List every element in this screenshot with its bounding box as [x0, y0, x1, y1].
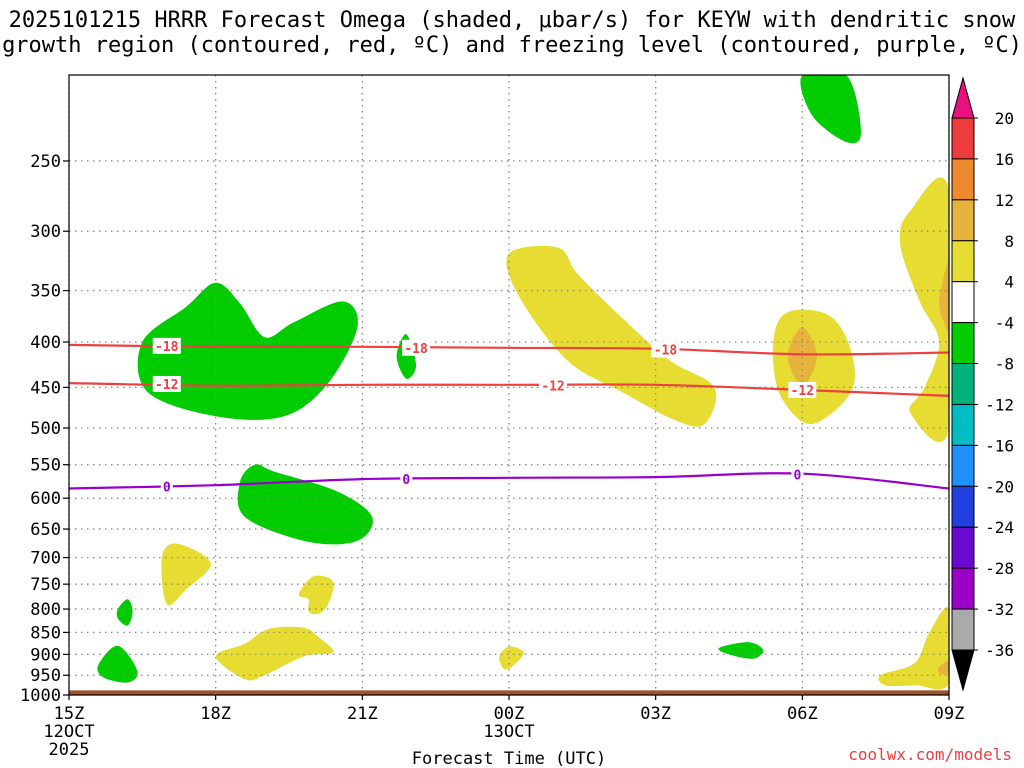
contour-label-freezing-level-0-6: 0	[163, 480, 171, 495]
upward-motion-19z-mid	[237, 464, 373, 545]
y-tick-label-1000: 1000	[20, 686, 61, 706]
upward-motion-07z-top	[800, 75, 861, 144]
upward-motion-15z-low	[116, 599, 133, 626]
sinking-motion-08z-low	[878, 607, 949, 690]
x-tick-label-18Z: 18Z	[200, 704, 231, 724]
omega-8-12-09z-low	[938, 660, 949, 675]
colorbar-label-12: -32	[985, 600, 1014, 619]
colorbar-label-1: 16	[995, 150, 1014, 169]
colorbar-bin-8-4	[951, 240, 975, 283]
contour-label-bg-4	[539, 377, 567, 394]
ground-surface	[69, 690, 949, 695]
sinking-motion-08z-right	[899, 177, 949, 443]
contour-label-freezing-level-0-7: 0	[402, 473, 410, 488]
y-tick-label-750: 750	[30, 575, 61, 595]
chart-title-line1: 2025101215 HRRR Forecast Omega (shaded, …	[9, 8, 1016, 33]
contour-label-dendritic-minus-18-1: -18	[404, 342, 428, 357]
contour-label-bg-1	[402, 339, 431, 356]
y-tick-label-400: 400	[30, 333, 61, 353]
contour-label-dendritic-minus-12-4: -12	[541, 380, 564, 395]
colorbar-bin-16-12	[951, 158, 975, 201]
y-tick-label-350: 350	[30, 282, 61, 302]
contour-label-dendritic-minus-12-3: -12	[155, 378, 178, 393]
colorbar-bin--32--36	[951, 608, 975, 651]
colorbar-bin-4--4	[951, 281, 975, 324]
colorbar-label-0: 20	[995, 109, 1014, 128]
x-tick-label-21Z: 21Z	[347, 704, 378, 724]
colorbar-label-11: -28	[985, 559, 1014, 578]
colorbar-label-7: -12	[985, 395, 1014, 414]
colorbar-bin--20--24	[951, 485, 975, 528]
x-tick-label-06Z: 06Z	[787, 704, 818, 724]
x-tick-label-03Z: 03Z	[640, 704, 671, 724]
y-tick-label-550: 550	[30, 456, 61, 476]
x-tick-date-00Z: 13OCT	[483, 722, 534, 742]
colorbar-label-9: -20	[985, 477, 1014, 496]
colorbar-bin-12-8	[951, 199, 975, 242]
x-tick-year-15Z: 2025	[49, 740, 90, 760]
contour-label-dendritic-minus-12-5: -12	[791, 384, 814, 399]
y-tick-label-800: 800	[30, 600, 61, 620]
colorbar-bottom-triangle	[951, 649, 975, 692]
contour-label-dendritic-minus-18-2: -18	[654, 344, 678, 359]
colorbar-bin--8--12	[951, 363, 975, 405]
colorbar-label-13: -36	[985, 641, 1014, 660]
y-tick-label-450: 450	[30, 378, 61, 398]
freezing-level-0-line	[68, 472, 950, 490]
upward-motion-16z-sfc	[97, 645, 138, 683]
dendritic-minus-18-line	[68, 343, 950, 356]
y-tick-label-650: 650	[30, 520, 61, 540]
colorbar: 20 16 12 8 4 -4 -8 -12 -16 -20 -24 -28 -32 -36	[951, 76, 1014, 692]
colorbar-bin--4--8	[951, 322, 975, 365]
colorbar-bin--24--28	[951, 526, 975, 569]
omega-8-12-09z-upper	[939, 261, 949, 332]
y-tick-label-250: 250	[30, 152, 61, 172]
y-tick-label-600: 600	[30, 489, 61, 509]
chart-title-line2: growth region (contoured, red, ºC) and f…	[2, 33, 1022, 58]
colorbar-label-2: 12	[995, 191, 1014, 210]
contour-label-bg-2	[651, 341, 680, 358]
omega-regions	[97, 75, 949, 690]
colorbar-label-8: -16	[985, 436, 1014, 455]
colorbar-label-10: -24	[985, 518, 1014, 537]
x-tick-date-15Z: 12OCT	[43, 722, 94, 742]
colorbar-label-6: -8	[995, 355, 1014, 374]
y-tick-label-900: 900	[30, 645, 61, 665]
colorbar-bin-20-16	[951, 117, 975, 160]
sinking-motion-20z-low	[298, 575, 334, 615]
contour-label-bg-6	[160, 478, 173, 495]
x-axis-label: Forecast Time (UTC)	[412, 749, 606, 768]
contour-label-freezing-level-0-8: 0	[794, 468, 802, 483]
colorbar-label-5: -4	[995, 314, 1014, 333]
contour-label-bg-5	[788, 381, 817, 398]
contour-label-dendritic-minus-18-0: -18	[155, 340, 179, 355]
sinking-motion-01z-low	[499, 646, 524, 670]
x-tick-label-09Z: 09Z	[934, 704, 965, 724]
x-tick-label-15Z: 15Z	[54, 704, 85, 724]
sinking-motion-00z-upper	[506, 245, 717, 427]
y-tick-label-300: 300	[30, 222, 61, 242]
upward-motion-04z-low	[718, 642, 764, 659]
sinking-motion-19z-low	[215, 626, 334, 681]
contour-label-bg-0	[152, 337, 181, 354]
sinking-motion-17z-low	[161, 543, 211, 606]
colorbar-bin--16--20	[951, 444, 975, 487]
colorbar-label-4: 4	[1004, 273, 1014, 292]
credit-text: coolwx.com/models	[848, 745, 1012, 764]
y-tick-label-850: 850	[30, 623, 61, 643]
contour-label-bg-3	[152, 375, 181, 392]
y-tick-label-500: 500	[30, 419, 61, 439]
y-tick-label-700: 700	[30, 549, 61, 569]
contour-label-bg-7	[400, 471, 413, 488]
contour-label-bg-8	[791, 466, 804, 483]
colorbar-label-3: 8	[1004, 232, 1014, 251]
colorbar-bin--12--16	[951, 403, 975, 446]
x-tick-label-00Z: 00Z	[494, 704, 525, 724]
plot-area: -18 -18 -18 -12 -12 -12 0 0 0 250 300 350 400 450 500 5…	[20, 74, 1014, 760]
colorbar-top-triangle	[951, 76, 975, 119]
y-tick-label-950: 950	[30, 666, 61, 686]
colorbar-bin--28--32	[951, 567, 975, 610]
